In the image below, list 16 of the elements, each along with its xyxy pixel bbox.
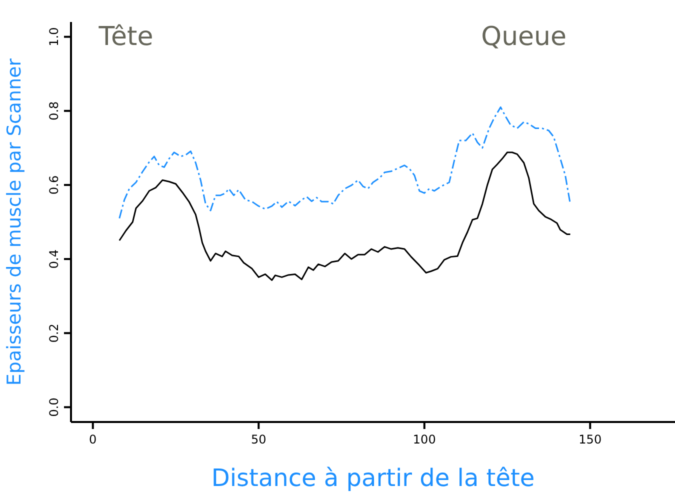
x-tick-label: 50 <box>250 432 266 447</box>
y-tick-label: 0.6 <box>47 175 61 195</box>
line-series <box>118 106 571 220</box>
y-axis-title: Epaisseurs de muscle par Scanner <box>4 58 26 386</box>
x-axis-title: Distance à partir de la tête <box>211 464 535 492</box>
x-tick-label: 150 <box>578 432 602 447</box>
y-tick-label: 0.8 <box>47 101 61 120</box>
line-series <box>118 152 571 281</box>
y-tick-label: 0.0 <box>47 398 61 417</box>
y-tick-label: 1.0 <box>47 27 61 46</box>
x-tick-label: 100 <box>412 432 436 447</box>
x-tick-label: 0 <box>89 432 97 447</box>
annotation: Queue <box>481 22 567 52</box>
y-tick-label: 0.4 <box>47 249 61 269</box>
y-tick-label: 0.2 <box>47 324 61 343</box>
annotation: Tête <box>98 22 154 52</box>
